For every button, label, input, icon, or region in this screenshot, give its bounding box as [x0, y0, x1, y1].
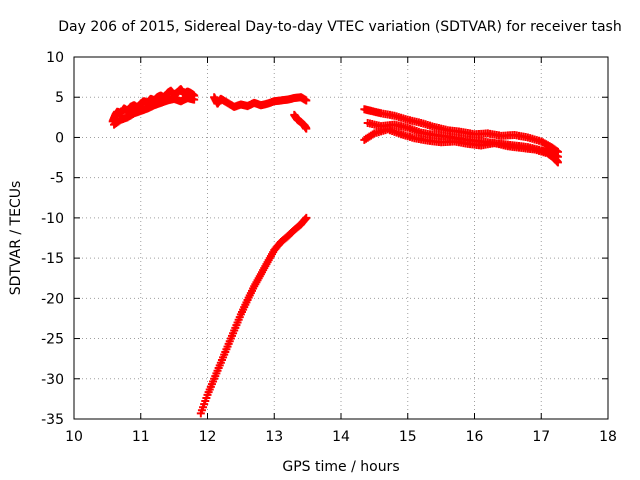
data-point-fill: [235, 313, 244, 322]
data-point-fill: [414, 127, 423, 136]
x-tick-label: 12: [199, 429, 217, 445]
axis-ticks: 10 11 12 13 14 15 16 17 18 10 5 0 -5 -10 -15 -20 -25 -30 -…: [41, 50, 617, 445]
data-point-fill: [229, 329, 238, 338]
y-tick-label: -35: [41, 412, 64, 428]
y-tick-label: -10: [41, 211, 64, 227]
data-point-fill: [202, 393, 211, 402]
data-point-fill: [249, 284, 258, 293]
data-point-fill: [428, 122, 437, 131]
x-tick-label: 10: [65, 429, 83, 445]
y-tick-label: 10: [46, 50, 64, 66]
chart-title: Day 206 of 2015, Sidereal Day-to-day VTE…: [58, 19, 621, 35]
data-point-fill: [222, 345, 231, 354]
data-point-fill: [553, 157, 562, 166]
data-point-fill: [262, 260, 271, 269]
data-point-fill: [414, 118, 423, 127]
y-axis-label: SDTVAR / TECUs: [8, 181, 24, 296]
y-tick-label: -20: [41, 291, 64, 307]
data-point-fill: [209, 377, 218, 386]
data-point-fill: [255, 272, 264, 281]
data-point-fill: [242, 298, 251, 307]
data-point-fill: [301, 214, 310, 223]
data-point-fill: [521, 133, 530, 142]
data-point-fill: [401, 115, 410, 124]
data-point-fill: [189, 95, 198, 104]
x-tick-label: 18: [599, 429, 617, 445]
data-point-fill: [394, 129, 403, 138]
data-point-fill: [301, 95, 310, 104]
data-point-fill: [401, 123, 410, 132]
series-group: [110, 94, 199, 129]
x-tick-label: 15: [399, 429, 417, 445]
x-tick-label: 17: [532, 429, 550, 445]
data-point-fill: [215, 361, 224, 370]
x-tick-label: 13: [265, 429, 283, 445]
y-tick-label: 5: [55, 90, 64, 106]
series-group: [290, 110, 311, 133]
x-tick-label: 14: [332, 429, 350, 445]
x-tick-label: 11: [132, 429, 150, 445]
series-group: [360, 125, 562, 167]
data-point-fill: [535, 136, 544, 145]
data-points: [108, 85, 562, 418]
y-tick-label: -30: [41, 372, 64, 388]
series-group: [196, 213, 311, 418]
series-group: [210, 93, 311, 111]
y-tick-label: -15: [41, 251, 64, 267]
data-point-fill: [301, 124, 310, 133]
grid: [74, 57, 608, 419]
data-point-fill: [408, 133, 417, 142]
y-tick-label: 0: [55, 130, 64, 146]
x-tick-label: 16: [466, 429, 484, 445]
y-tick-label: -25: [41, 332, 64, 348]
y-tick-label: -5: [50, 171, 64, 187]
data-point-fill: [388, 111, 397, 120]
x-axis-label: GPS time / hours: [282, 459, 399, 475]
